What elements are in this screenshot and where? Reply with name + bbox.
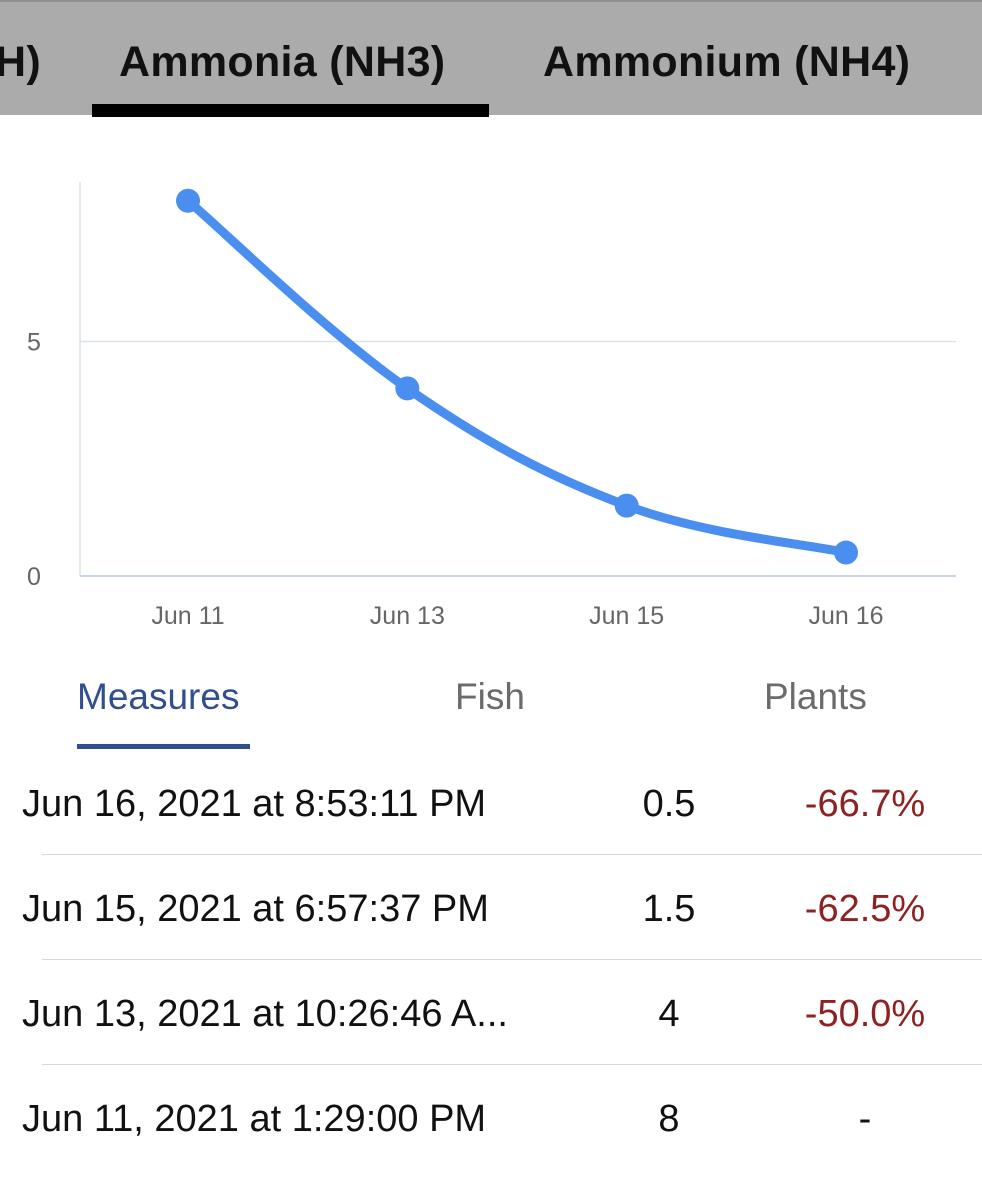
measure-change: -62.5% (804, 888, 926, 930)
chart-canvas: 0 5 Jun 11 Jun 13 Jun 15 Jun 16 (27, 182, 956, 630)
x-tick-label: Jun 11 (151, 602, 224, 630)
tab-ammonia[interactable]: Ammonia (NH3) (119, 38, 446, 86)
measure-change: -50.0% (804, 993, 926, 1035)
tab-fish[interactable]: Fish (455, 676, 525, 717)
active-tab-indicator (92, 104, 489, 117)
row-divider (42, 853, 982, 855)
x-tick-label: Jun 16 (808, 602, 883, 630)
measure-value: 1.5 (642, 888, 696, 930)
measure-change: -66.7% (804, 783, 926, 825)
tab-ph[interactable]: H) (0, 38, 41, 86)
measure-change: - (858, 1098, 872, 1140)
tab-plants[interactable]: Plants (764, 676, 867, 717)
measure-value: 4 (658, 993, 680, 1035)
measure-value: 0.5 (642, 783, 696, 825)
x-tick-label: Jun 15 (589, 602, 664, 630)
list-item[interactable]: Jun 13, 2021 at 10:26:46 A... 4 -50.0% (0, 960, 982, 1065)
measure-date: Jun 13, 2021 at 10:26:46 A... (22, 993, 508, 1035)
active-segment-indicator (77, 744, 250, 749)
tab-ammonium[interactable]: Ammonium (NH4) (543, 38, 911, 86)
data-point (614, 493, 639, 518)
row-divider (42, 1063, 982, 1065)
data-point (176, 188, 200, 213)
measure-value: 8 (658, 1098, 680, 1140)
series-line (183, 196, 851, 558)
x-tick-label: Jun 13 (370, 602, 445, 630)
measure-date: Jun 15, 2021 at 6:57:37 PM (22, 888, 489, 930)
list-item[interactable]: Jun 11, 2021 at 1:29:00 PM 8 - (0, 1065, 982, 1170)
list-item[interactable]: Jun 15, 2021 at 6:57:37 PM 1.5 -62.5% (0, 855, 982, 960)
y-tick-label: 5 (27, 328, 41, 356)
y-tick-label: 0 (27, 563, 41, 591)
data-point (395, 376, 420, 401)
tab-measures[interactable]: Measures (77, 676, 240, 717)
data-point (834, 540, 858, 565)
row-divider (42, 958, 982, 960)
measure-date: Jun 11, 2021 at 1:29:00 PM (22, 1098, 487, 1140)
ammonia-line-chart: 0 5 Jun 11 Jun 13 Jun 15 Jun 16 (0, 140, 982, 650)
segment-control: Measures Fish Plants (0, 660, 982, 760)
parameter-tab-bar: H) Ammonia (NH3) Ammonium (NH4) (0, 0, 982, 117)
list-item[interactable]: Jun 16, 2021 at 8:53:11 PM 0.5 -66.7% (0, 750, 982, 855)
measure-date: Jun 16, 2021 at 8:53:11 PM (22, 783, 487, 825)
